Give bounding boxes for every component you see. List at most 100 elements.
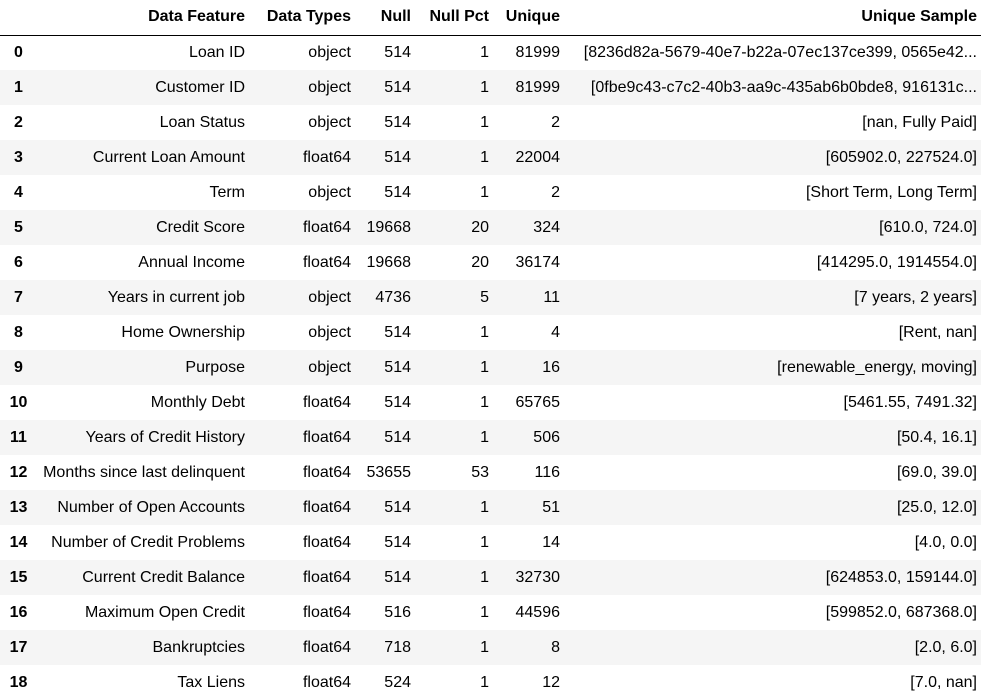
cell-unique-sample: [69.0, 39.0] — [896, 463, 977, 481]
row-index: 7 — [14, 288, 23, 306]
header-row: Data Feature Data Types Null Null Pct Un… — [0, 0, 981, 36]
cell-data-feature: Annual Income — [138, 253, 245, 271]
table-body: 0 Loan ID object 514 1 81999 [8236d82a-5679-40… — [0, 35, 981, 700]
cell-unique: 116 — [534, 463, 560, 481]
cell-data-type: float64 — [302, 533, 351, 551]
cell-unique-sample: [renewable_energy, moving] — [777, 358, 977, 376]
row-index: 0 — [14, 43, 23, 61]
cell-data-type: float64 — [302, 603, 351, 621]
cell-unique: 2 — [551, 113, 560, 131]
cell-null: 514 — [384, 568, 411, 586]
table-header: Data Feature Data Types Null Null Pct Un… — [0, 0, 981, 36]
table-row: 5 Credit Score float64 19668 20 324 [610.0, 72… — [0, 210, 981, 245]
cell-null-pct: 1 — [480, 78, 489, 96]
cell-data-type: object — [308, 288, 351, 306]
cell-null: 514 — [384, 148, 411, 166]
cell-null-pct: 53 — [471, 463, 489, 481]
cell-data-type: object — [308, 183, 351, 201]
table-row: 7 Years in current job object 4736 5 11 [7 yea… — [0, 280, 981, 315]
row-index: 4 — [14, 183, 23, 201]
column-header-unique-sample: Unique Sample — [564, 0, 981, 36]
cell-null: 514 — [384, 323, 411, 341]
cell-unique: 44596 — [515, 603, 561, 621]
cell-null: 514 — [384, 498, 411, 516]
cell-null: 19668 — [366, 218, 412, 236]
cell-null-pct: 20 — [471, 218, 489, 236]
cell-null-pct: 1 — [480, 673, 489, 691]
cell-null: 718 — [384, 638, 411, 656]
table-row: 8 Home Ownership object 514 1 4 [Rent, nan] — [0, 315, 981, 350]
column-header-unique: Unique — [493, 0, 564, 36]
table-row: 0 Loan ID object 514 1 81999 [8236d82a-5679-40… — [0, 35, 981, 70]
cell-data-feature: Monthly Debt — [150, 393, 245, 411]
cell-unique: 36174 — [515, 253, 561, 271]
cell-unique: 32730 — [515, 568, 561, 586]
column-header-data-types: Data Types — [249, 0, 355, 36]
row-index: 15 — [9, 568, 28, 586]
cell-null: 514 — [384, 533, 411, 551]
table-row: 12 Months since last delinquent float64 536… — [0, 455, 981, 490]
column-header-null: Null — [355, 0, 415, 36]
row-index: 17 — [9, 638, 28, 656]
row-index: 8 — [14, 323, 23, 341]
table-row: 10 Monthly Debt float64 514 1 65765 [5461.55, … — [0, 385, 981, 420]
table-row: 6 Annual Income float64 19668 20 36174 [414295… — [0, 245, 981, 280]
cell-unique-sample: [605902.0, 227524.0] — [825, 148, 977, 166]
cell-unique-sample: [4.0, 0.0] — [914, 533, 977, 551]
cell-null-pct: 1 — [480, 638, 489, 656]
row-index: 16 — [9, 603, 28, 621]
cell-unique: 11 — [543, 288, 560, 306]
cell-data-type: object — [308, 113, 351, 131]
cell-data-feature: Tax Liens — [177, 673, 245, 691]
cell-data-type: object — [308, 358, 351, 376]
cell-data-type: float64 — [302, 428, 351, 446]
cell-unique: 324 — [533, 218, 560, 236]
cell-unique-sample: [7.0, nan] — [910, 673, 977, 691]
cell-data-type: float64 — [302, 393, 351, 411]
cell-unique-sample: [8236d82a-5679-40e7-b22a-07ec137ce399, 0… — [583, 43, 977, 61]
cell-null-pct: 1 — [480, 183, 489, 201]
cell-null: 514 — [384, 183, 411, 201]
table-row: 11 Years of Credit History float64 514 1 506 [… — [0, 420, 981, 455]
cell-data-type: object — [308, 323, 351, 341]
cell-unique-sample: [50.4, 16.1] — [896, 428, 977, 446]
cell-data-type: object — [308, 43, 351, 61]
cell-data-type: float64 — [302, 218, 351, 236]
cell-data-feature: Maximum Open Credit — [84, 603, 245, 621]
cell-data-type: float64 — [302, 148, 351, 166]
cell-null-pct: 1 — [480, 148, 489, 166]
cell-null-pct: 1 — [480, 533, 489, 551]
cell-unique: 81999 — [515, 78, 561, 96]
cell-null: 514 — [384, 393, 411, 411]
cell-data-type: float64 — [302, 673, 351, 691]
cell-unique-sample: [Rent, nan] — [898, 323, 977, 341]
cell-unique: 14 — [542, 533, 560, 551]
cell-data-feature: Number of Open Accounts — [57, 498, 245, 516]
cell-unique: 22004 — [515, 148, 561, 166]
cell-data-feature: Current Loan Amount — [92, 148, 245, 166]
row-index: 6 — [14, 253, 23, 271]
table-row: 18 Tax Liens float64 524 1 12 [7.0, nan] — [0, 665, 981, 700]
table-row: 15 Current Credit Balance float64 514 1 32730… — [0, 560, 981, 595]
cell-data-feature: Home Ownership — [121, 323, 245, 341]
cell-unique-sample: [7 years, 2 years] — [854, 288, 977, 306]
row-index: 14 — [9, 533, 28, 551]
table-row: 14 Number of Credit Problems float64 514 1 14… — [0, 525, 981, 560]
row-index: 9 — [14, 358, 23, 376]
table-row: 1 Customer ID object 514 1 81999 [0fbe9c43-c7c… — [0, 70, 981, 105]
cell-null-pct: 1 — [480, 428, 489, 446]
cell-null-pct: 1 — [480, 323, 489, 341]
cell-null-pct: 1 — [480, 603, 489, 621]
cell-unique: 4 — [551, 323, 560, 341]
cell-unique-sample: [5461.55, 7491.32] — [843, 393, 977, 411]
table-row: 13 Number of Open Accounts float64 514 1 51 [2… — [0, 490, 981, 525]
cell-null: 514 — [384, 358, 411, 376]
cell-null: 514 — [384, 78, 411, 96]
cell-unique-sample: [0fbe9c43-c7c2-40b3-aa9c-435ab6b0bde8, 9… — [590, 78, 977, 96]
cell-null-pct: 1 — [480, 113, 489, 131]
cell-data-type: object — [308, 78, 351, 96]
cell-unique: 65765 — [515, 393, 561, 411]
row-index: 18 — [9, 673, 28, 691]
cell-unique-sample: [414295.0, 1914554.0] — [816, 253, 977, 271]
